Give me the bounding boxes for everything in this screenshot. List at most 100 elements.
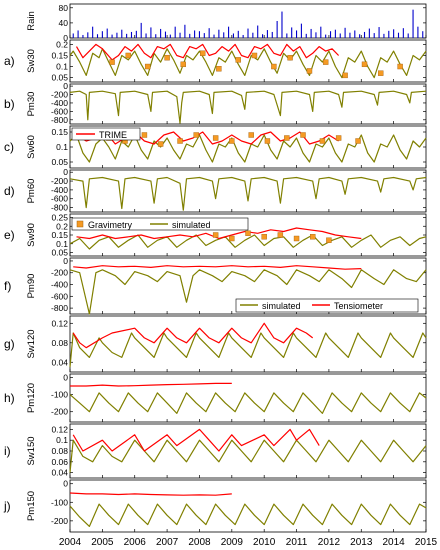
y-tick-label: -100	[51, 497, 68, 507]
y-tick-label: -200	[51, 407, 68, 417]
panel-frame	[69, 39, 427, 83]
gravimetry-point	[319, 138, 326, 144]
legend-trime-label: TRIME	[99, 130, 127, 140]
y-tick-label: 0.1	[56, 435, 68, 445]
simulated-line	[69, 332, 427, 368]
y-tick-label: -200	[51, 90, 68, 100]
y-tick-label: 0.2	[56, 39, 68, 49]
y-tick-label: 40	[59, 18, 69, 28]
y-tick-label: 0.1	[56, 142, 68, 152]
gravimetry-point	[212, 232, 219, 238]
gravimetry-point	[164, 54, 170, 61]
x-tick-label: 2008	[188, 537, 211, 548]
simulated-line	[69, 90, 427, 124]
gravimetry-point	[300, 132, 306, 138]
y-axis-label: Sw150	[26, 436, 37, 465]
y-tick-label: -800	[51, 203, 68, 213]
x-tick-label: 2005	[91, 537, 114, 548]
gravimetry-point	[229, 138, 235, 144]
panel-frame	[69, 169, 427, 213]
simulated-line	[69, 48, 427, 79]
y-tick-label: -200	[51, 176, 68, 186]
gravimetry-point	[264, 138, 271, 144]
gravimetry-point	[157, 141, 164, 147]
y-axis-label: Sw90	[26, 223, 37, 247]
y-tick-label: 80	[59, 3, 69, 13]
legend-simulated-label: simulated	[172, 220, 211, 230]
gravimetry-point	[355, 138, 361, 144]
x-tick-label: 2007	[156, 537, 179, 548]
x-tick-label: 2010	[253, 537, 276, 548]
gravimetry-point	[377, 70, 384, 76]
gravimetry-point	[322, 59, 329, 65]
panel-letter: b)	[4, 97, 15, 111]
tensiometer-line	[69, 492, 232, 496]
panel-i: 0.040.060.080.10.12 Sw150 i)	[4, 423, 427, 479]
gravimetry-point	[199, 50, 206, 56]
panel-f: -800 -600-400 -200 0 Pm90 f)	[4, 256, 427, 315]
y-axis-label: Pm120	[26, 383, 37, 413]
y-tick-label: -400	[51, 280, 68, 290]
panel-letter: i)	[4, 444, 11, 458]
y-tick-label: 0.05	[51, 157, 68, 167]
x-tick-label: 2013	[350, 537, 373, 548]
y-axis-label: Pm30	[26, 92, 37, 117]
panel-letter: c)	[4, 140, 14, 154]
y-tick-label: -600	[51, 106, 68, 116]
legend-gravimetry-simulated: Gravimetry simulated	[71, 217, 249, 231]
x-tick-label: 2006	[124, 537, 147, 548]
gravimetry-point	[248, 132, 254, 138]
panel-letter: j)	[3, 499, 11, 513]
y-tick-label: 0.04	[51, 468, 68, 478]
x-tick-label: 2009	[221, 537, 244, 548]
y-tick-label: 0.04	[51, 357, 68, 367]
simulated-line	[69, 176, 427, 211]
simulated-line	[69, 234, 427, 250]
y-tick-label: 0	[63, 33, 68, 43]
gravimetry-point	[193, 132, 199, 138]
x-tick-label: 2011	[286, 537, 308, 548]
trime-line	[76, 131, 339, 145]
y-tick-label: 0.15	[51, 230, 68, 240]
y-tick-label: 0	[63, 479, 68, 489]
panel-e: 0.050.10.150.20.25 Sw90 e)	[4, 213, 427, 258]
panel-frame	[69, 315, 427, 373]
y-tick-label: -200	[51, 516, 68, 526]
gravimetry-point	[177, 138, 183, 144]
tensiometer-line	[73, 265, 362, 270]
x-tick-label: 2014	[383, 537, 406, 548]
gravimetry-point	[125, 52, 131, 59]
y-tick-label: -100	[51, 390, 68, 400]
panel-j: -200 -100 0 Pm150 j)	[3, 479, 427, 533]
panel-frame	[69, 423, 427, 479]
y-tick-label: -800	[51, 303, 68, 313]
gravimetry-point	[306, 68, 313, 74]
y-tick-label: 0.2	[56, 221, 68, 231]
panel-a: 0.050.1 0.150.2 Sw30 a)	[4, 39, 427, 83]
gravimetry-point	[310, 234, 316, 240]
x-tick-label: 2015	[415, 537, 438, 548]
y-axis-label: Sw120	[26, 329, 37, 358]
legend-simulated-label: simulated	[262, 301, 301, 311]
chart-panels: 04080Rain0.050.10.150.2Sw30a)-800-600-40…	[3, 3, 427, 533]
panel-frame	[69, 83, 427, 125]
panel-h: -200 -100 0 Pm120 h)	[4, 372, 427, 423]
gravimetry-point	[287, 54, 293, 61]
panel-letter: g)	[4, 337, 15, 351]
y-tick-label: 0	[63, 372, 68, 382]
gravimetry-point	[397, 63, 403, 70]
y-tick-label: 0.05	[51, 73, 68, 83]
gravimetry-marker-icon	[76, 220, 84, 228]
gravimetry-point	[251, 52, 258, 59]
x-axis-years: 2004 2005 2006 2007 2008 2009 2010 2011 2012 2013…	[59, 537, 438, 548]
panel-g: 0.04 0.08 0.12 Sw120 g)	[4, 315, 427, 373]
y-tick-label: 0.05	[51, 248, 68, 258]
legend-simulated-tensiometer: simulated Tensiometer	[235, 298, 419, 313]
y-tick-label: 0.12	[51, 424, 68, 434]
y-tick-label: 0.1	[56, 62, 68, 72]
panel-frame	[69, 257, 427, 315]
y-tick-label: 0.06	[51, 457, 68, 467]
y-tick-label: 0.25	[51, 213, 68, 223]
